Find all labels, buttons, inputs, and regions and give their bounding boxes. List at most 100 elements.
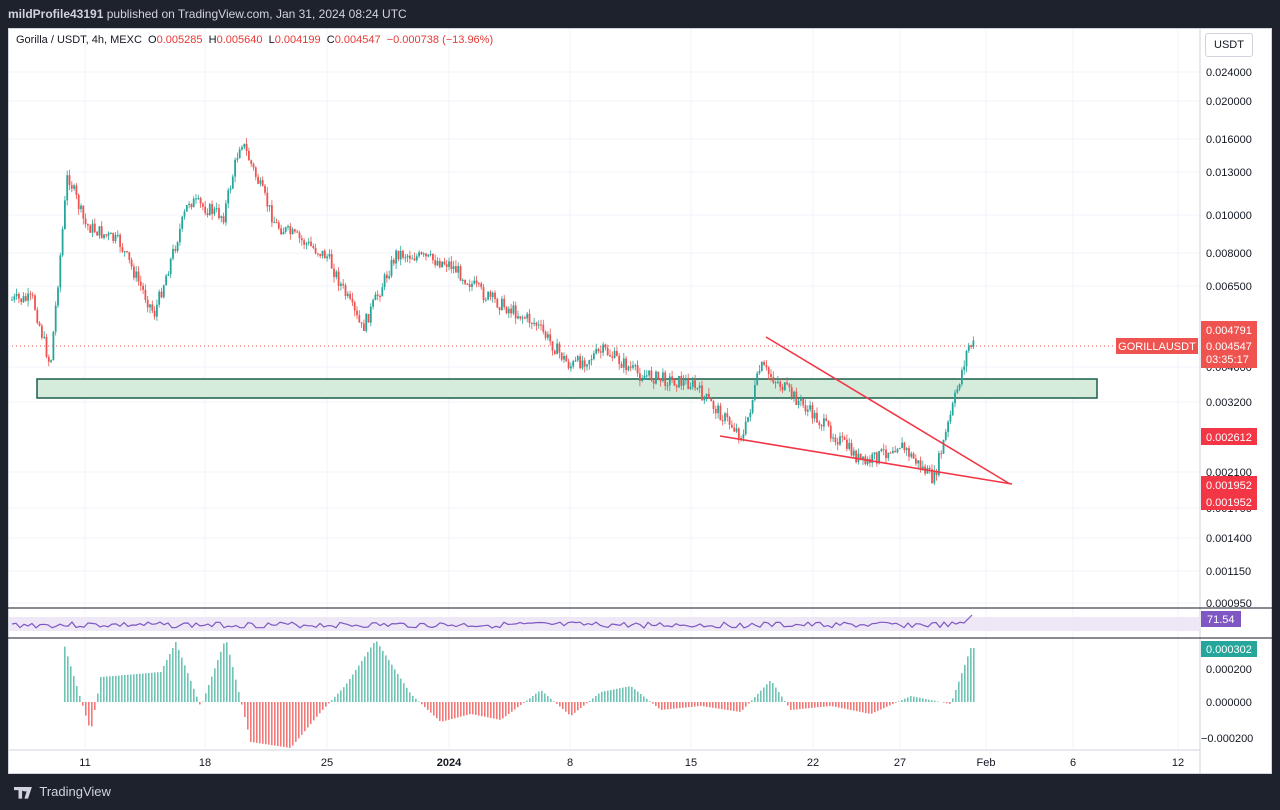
candle <box>231 174 234 190</box>
candle <box>335 269 338 280</box>
candle <box>910 451 913 459</box>
macd-bar <box>550 698 552 702</box>
support-zone[interactable] <box>36 378 1098 399</box>
wedge-lower-line[interactable] <box>719 435 1013 485</box>
macd-bar <box>88 702 90 726</box>
macd-bar <box>457 702 459 718</box>
macd-bar <box>934 700 936 702</box>
macd-bar <box>151 672 153 702</box>
macd-bar <box>562 702 564 710</box>
candle <box>254 166 257 181</box>
candle <box>280 224 282 236</box>
candle <box>213 206 216 216</box>
macd-bar <box>220 651 222 702</box>
macd-bar <box>595 696 597 702</box>
candle <box>27 287 29 307</box>
candle <box>498 306 501 316</box>
candle <box>951 401 954 417</box>
candle <box>215 202 218 213</box>
candle <box>811 402 814 424</box>
candle <box>54 301 57 336</box>
candle <box>714 405 717 419</box>
macd-bar <box>358 665 360 702</box>
candle <box>66 170 69 206</box>
macd-bar <box>214 668 216 702</box>
legend-symbol[interactable]: Gorilla / USDT, 4h, MEXC <box>16 34 142 46</box>
macd-bar <box>70 666 72 702</box>
price-tag-level-2-text: 0.001952 <box>1206 480 1252 492</box>
candle <box>480 281 483 290</box>
candle <box>855 449 857 464</box>
candle <box>604 343 607 351</box>
macd-bar <box>364 656 366 702</box>
candle <box>282 227 285 235</box>
time-tick: 15 <box>685 757 697 769</box>
time-tick: 6 <box>1070 757 1076 769</box>
candle <box>733 422 736 433</box>
footer-brand[interactable]: TradingView <box>39 784 111 799</box>
macd-bar <box>790 702 792 710</box>
tradingview-logo-icon[interactable] <box>14 786 32 799</box>
macd-bar <box>124 675 126 702</box>
macd-bar <box>289 702 291 748</box>
macd-bar <box>199 702 201 705</box>
candle <box>501 296 503 311</box>
candle <box>641 374 644 383</box>
macd-bar <box>604 691 606 702</box>
candle <box>319 253 322 259</box>
candle <box>652 379 655 390</box>
candle <box>894 445 897 453</box>
candle <box>956 385 959 395</box>
candle <box>340 281 342 291</box>
time-axis[interactable]: 11 18 25 2024 8 15 22 27 Feb 6 12 <box>79 757 1184 769</box>
candle <box>588 359 591 370</box>
candle <box>547 331 549 341</box>
macd-bar <box>481 702 483 717</box>
macd-bar <box>142 673 144 702</box>
macd-bar <box>265 702 267 745</box>
candle <box>972 336 975 350</box>
macd-bar <box>469 702 471 715</box>
macd-bar <box>886 702 888 707</box>
candle <box>781 384 784 394</box>
macd-bar <box>76 686 78 702</box>
wedge-upper-line[interactable] <box>765 336 1011 485</box>
candle <box>452 260 455 274</box>
author-name[interactable]: mildProfile43191 <box>8 7 104 21</box>
macd-bar <box>433 702 435 716</box>
time-tick: 8 <box>567 757 573 769</box>
macd-bar <box>412 695 414 702</box>
time-tick: Feb <box>977 757 996 769</box>
macd-bar <box>172 648 174 702</box>
candle <box>137 266 140 286</box>
macd-bar <box>523 702 525 703</box>
time-tick: 22 <box>807 757 819 769</box>
price-tag-high: 0.004791 <box>1201 321 1257 338</box>
macd-bar <box>919 697 921 702</box>
macd-bar <box>622 687 624 702</box>
macd-bar <box>478 702 480 716</box>
macd-bar <box>784 701 786 702</box>
macd-bar <box>832 702 834 707</box>
candle <box>222 212 225 225</box>
currency-button[interactable]: USDT <box>1205 33 1253 57</box>
macd-bar <box>280 702 282 747</box>
chart-legend: Gorilla / USDT, 4h, MEXC O0.005285 H0.00… <box>16 34 493 46</box>
candle <box>404 253 407 263</box>
candle <box>31 292 34 299</box>
candle <box>611 351 614 362</box>
price-tick: 0.016000 <box>1206 134 1252 146</box>
candle <box>206 208 209 218</box>
macd-bar <box>583 702 585 706</box>
price-tick: 0.001400 <box>1206 533 1252 545</box>
candle <box>517 310 519 320</box>
macd-bar <box>487 702 489 718</box>
candle <box>839 432 841 447</box>
macd-bar <box>907 697 909 702</box>
time-tick: 2024 <box>437 757 462 769</box>
candle <box>763 360 765 366</box>
candle <box>162 284 165 299</box>
chart-panel[interactable] <box>8 28 1272 774</box>
candle <box>45 333 48 359</box>
